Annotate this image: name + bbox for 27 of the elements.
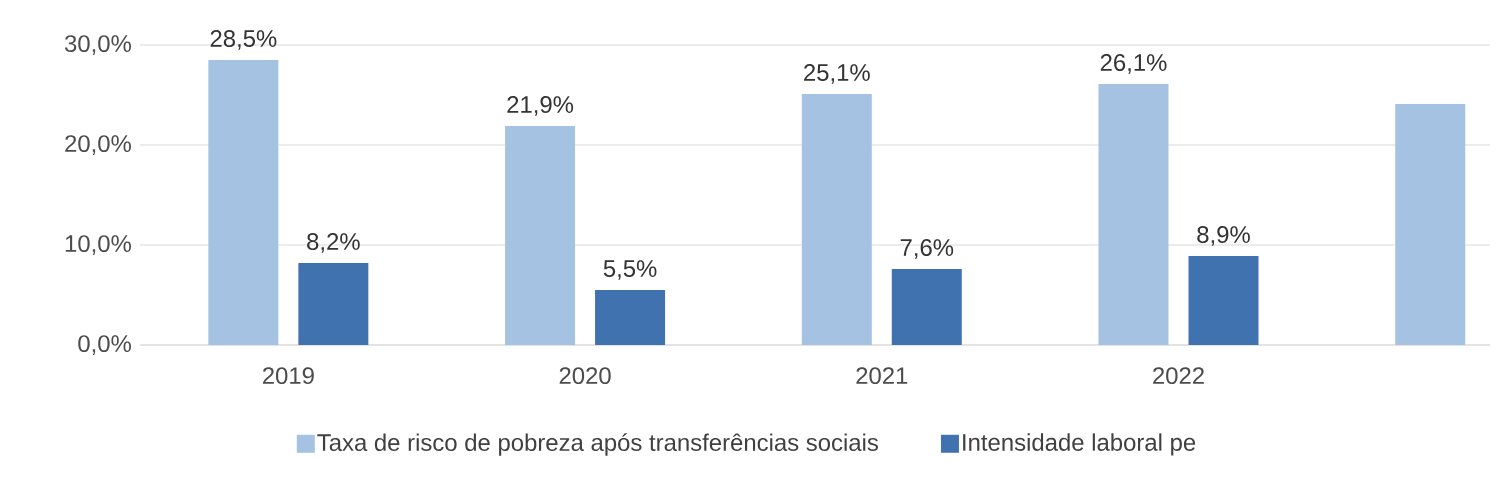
- bar: [1188, 256, 1259, 345]
- data-label: 26,1%: [1100, 54, 1167, 74]
- data-label: 25,1%: [804, 64, 870, 84]
- legend-label: Intensidade laboral pe: [963, 433, 1196, 456]
- bar: [801, 94, 872, 345]
- bar: [1098, 84, 1169, 345]
- bar: [505, 126, 576, 345]
- x-tick-label: 2022: [1153, 367, 1204, 385]
- bar: [891, 269, 962, 345]
- x-tick-label: 2020: [559, 367, 611, 385]
- bar: [1395, 104, 1466, 345]
- data-label: 5,5%: [603, 260, 657, 280]
- y-tick-label: 0,0%: [78, 335, 131, 355]
- data-label: 21,9%: [507, 96, 574, 116]
- x-tick-label: 2019: [262, 367, 314, 385]
- bar: [595, 290, 666, 345]
- data-label: 8,2%: [307, 233, 360, 253]
- data-label: 28,5%: [210, 30, 277, 50]
- legend-label: Taxa de risco de pobreza após transferências sociais: [317, 433, 878, 456]
- bar: [208, 60, 279, 345]
- data-label: 8,9%: [1197, 226, 1250, 246]
- bar: [298, 263, 369, 345]
- y-tick-label: 10,0%: [65, 235, 131, 255]
- data-label: 7,6%: [900, 239, 954, 259]
- y-tick-label: 20,0%: [65, 135, 131, 155]
- x-tick-label: 2021: [856, 367, 908, 385]
- y-tick-label: 30,0%: [64, 35, 131, 55]
